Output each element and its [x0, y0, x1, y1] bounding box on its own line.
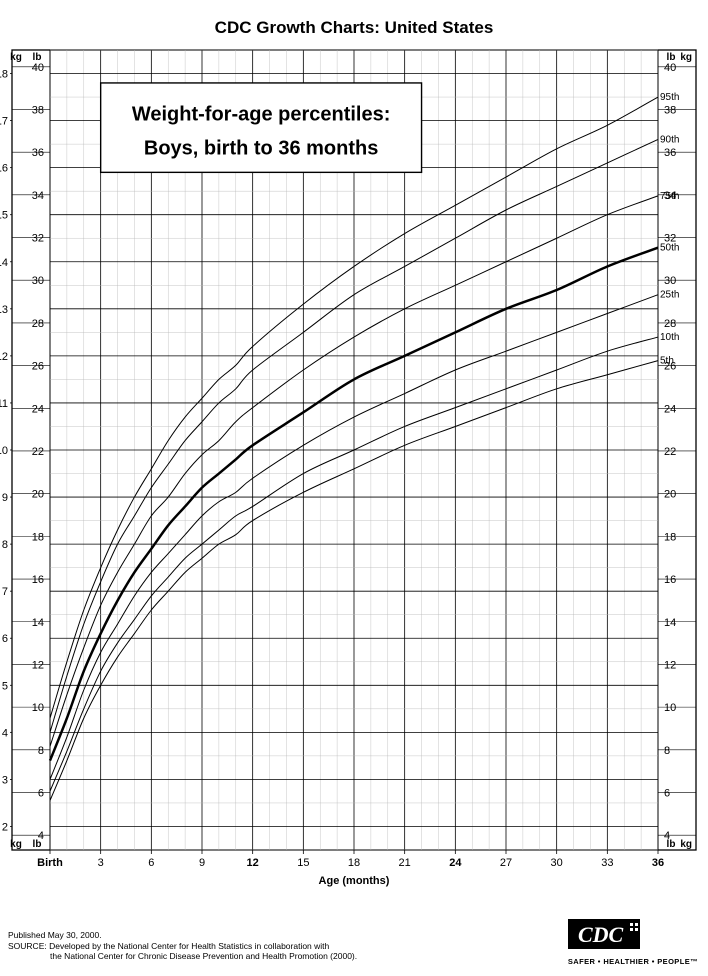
- svg-text:22: 22: [32, 446, 44, 458]
- svg-text:5th: 5th: [660, 356, 674, 367]
- svg-text:15: 15: [297, 857, 309, 869]
- svg-text:9: 9: [2, 492, 8, 504]
- source-line-2: the National Center for Chronic Disease …: [8, 951, 508, 962]
- svg-text:12: 12: [32, 659, 44, 671]
- page-title: CDC Growth Charts: United States: [0, 0, 708, 38]
- svg-text:3: 3: [98, 857, 104, 869]
- svg-text:17: 17: [0, 116, 8, 128]
- svg-text:18: 18: [664, 531, 676, 543]
- svg-text:30: 30: [664, 275, 676, 287]
- svg-text:75th: 75th: [660, 191, 679, 202]
- svg-text:6: 6: [38, 788, 44, 800]
- svg-text:Boys, birth to 36 months: Boys, birth to 36 months: [144, 137, 378, 159]
- svg-text:90th: 90th: [660, 134, 679, 145]
- svg-text:24: 24: [664, 403, 676, 415]
- svg-text:24: 24: [449, 857, 462, 869]
- svg-text:38: 38: [32, 104, 44, 116]
- svg-text:28: 28: [664, 318, 676, 330]
- svg-text:32: 32: [32, 233, 44, 245]
- svg-text:Age (months): Age (months): [319, 875, 390, 887]
- svg-text:13: 13: [0, 304, 8, 316]
- svg-text:20: 20: [32, 489, 44, 501]
- svg-text:6: 6: [2, 633, 8, 645]
- svg-text:lb: lb: [33, 52, 42, 63]
- svg-text:Weight-for-age percentiles:: Weight-for-age percentiles:: [132, 103, 391, 125]
- svg-text:lb: lb: [667, 839, 676, 850]
- svg-text:36: 36: [32, 147, 44, 159]
- svg-text:21: 21: [399, 857, 411, 869]
- svg-text:CDC: CDC: [578, 922, 624, 947]
- svg-text:kg: kg: [10, 839, 22, 850]
- svg-text:10: 10: [0, 445, 8, 457]
- svg-text:6: 6: [664, 788, 670, 800]
- svg-text:kg: kg: [10, 52, 22, 63]
- svg-text:lb: lb: [33, 839, 42, 850]
- growth-chart: 2345678910111213141516171844668810101212…: [0, 38, 708, 898]
- svg-text:4: 4: [2, 727, 8, 739]
- svg-text:33: 33: [601, 857, 613, 869]
- svg-text:30: 30: [551, 857, 563, 869]
- svg-text:14: 14: [664, 617, 676, 629]
- svg-text:5: 5: [2, 680, 8, 692]
- svg-text:2: 2: [2, 821, 8, 833]
- cdc-logo-svg: CDC: [568, 919, 640, 955]
- svg-text:8: 8: [38, 745, 44, 757]
- svg-text:28: 28: [32, 318, 44, 330]
- svg-text:11: 11: [0, 398, 8, 410]
- svg-text:8: 8: [664, 745, 670, 757]
- cdc-logo: CDC SAFER • HEALTHIER • PEOPLE™: [568, 919, 698, 966]
- svg-text:10: 10: [664, 702, 676, 714]
- svg-text:10: 10: [32, 702, 44, 714]
- svg-text:34: 34: [32, 190, 44, 202]
- svg-text:16: 16: [0, 163, 8, 175]
- svg-text:Birth: Birth: [37, 857, 63, 869]
- svg-text:38: 38: [664, 104, 676, 116]
- svg-text:14: 14: [32, 617, 44, 629]
- svg-text:kg: kg: [680, 52, 692, 63]
- svg-text:12: 12: [0, 351, 8, 363]
- svg-text:lb: lb: [667, 52, 676, 63]
- svg-text:kg: kg: [680, 839, 692, 850]
- published-line: Published May 30, 2000.: [8, 930, 508, 941]
- svg-text:95th: 95th: [660, 92, 679, 103]
- svg-text:30: 30: [32, 275, 44, 287]
- svg-text:40: 40: [32, 62, 44, 74]
- svg-text:16: 16: [32, 574, 44, 586]
- svg-text:18: 18: [348, 857, 360, 869]
- svg-text:9: 9: [199, 857, 205, 869]
- svg-text:3: 3: [2, 774, 8, 786]
- svg-text:40: 40: [664, 62, 676, 74]
- svg-text:14: 14: [0, 257, 8, 269]
- svg-text:15: 15: [0, 210, 8, 222]
- svg-text:10th: 10th: [660, 332, 679, 343]
- svg-text:7: 7: [2, 586, 8, 598]
- svg-text:18: 18: [0, 69, 8, 81]
- svg-text:36: 36: [664, 147, 676, 159]
- svg-text:16: 16: [664, 574, 676, 586]
- cdc-tagline: SAFER • HEALTHIER • PEOPLE™: [568, 957, 698, 966]
- svg-text:50th: 50th: [660, 243, 679, 254]
- svg-text:12: 12: [247, 857, 259, 869]
- footer-text: Published May 30, 2000. SOURCE: Develope…: [8, 930, 508, 962]
- svg-text:26: 26: [32, 361, 44, 373]
- svg-text:22: 22: [664, 446, 676, 458]
- svg-text:8: 8: [2, 539, 8, 551]
- svg-text:6: 6: [148, 857, 154, 869]
- svg-text:20: 20: [664, 489, 676, 501]
- svg-text:25th: 25th: [660, 290, 679, 301]
- svg-text:27: 27: [500, 857, 512, 869]
- svg-text:24: 24: [32, 403, 44, 415]
- svg-text:18: 18: [32, 531, 44, 543]
- source-line-1: SOURCE: Developed by the National Center…: [8, 941, 508, 952]
- svg-text:12: 12: [664, 659, 676, 671]
- svg-text:36: 36: [652, 857, 664, 869]
